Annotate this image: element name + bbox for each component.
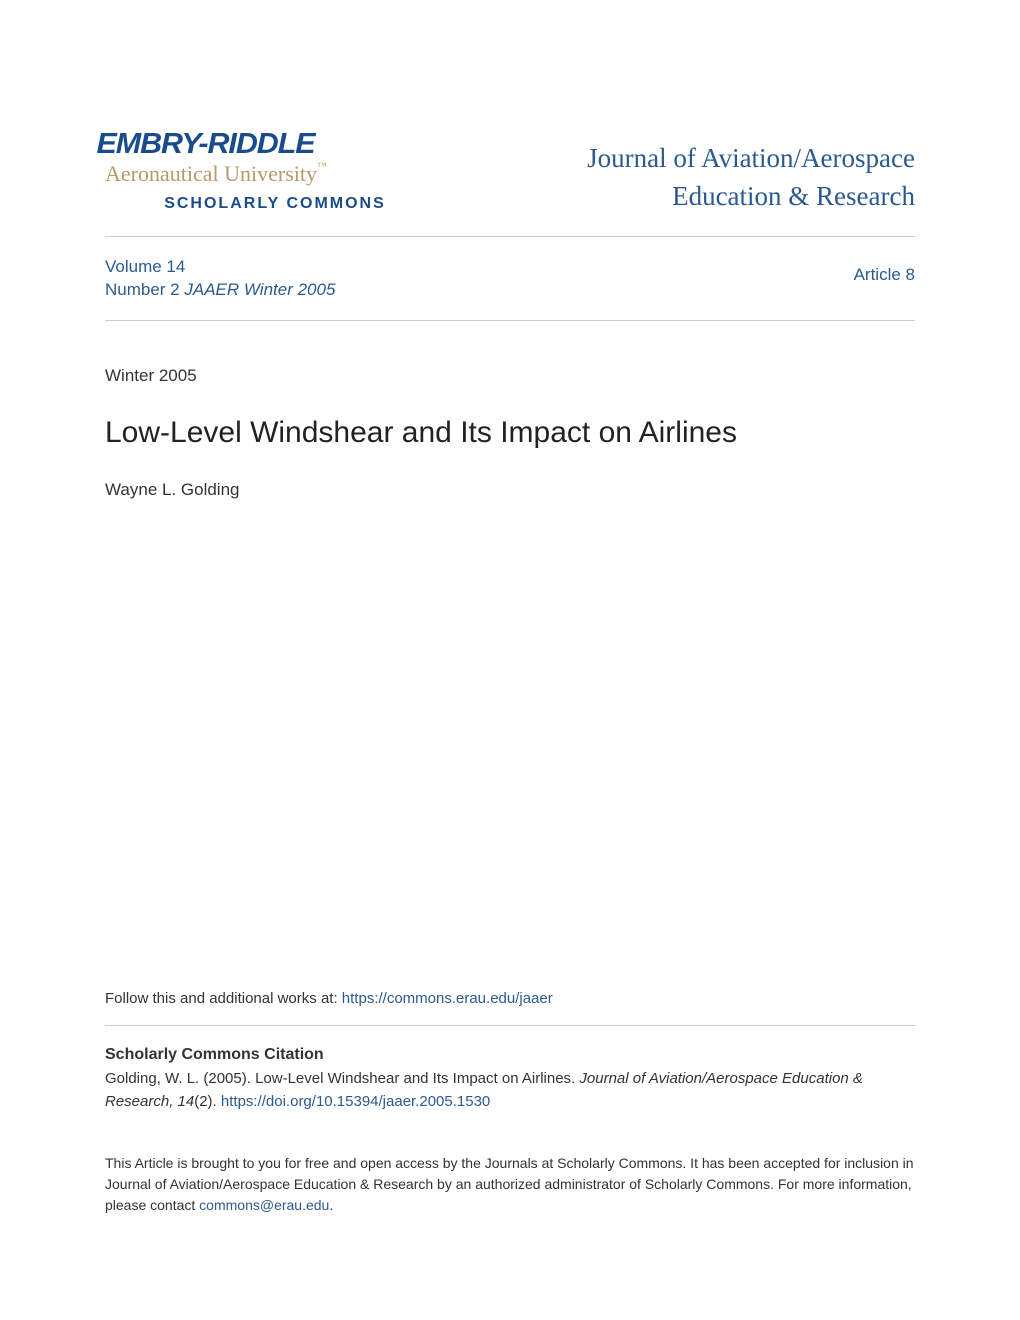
number-link[interactable]: Number 2 (105, 280, 180, 299)
logo-scholarly-text: SCHOLARLY COMMONS (105, 195, 445, 213)
issue-name: JAAER Winter 2005 (184, 280, 335, 299)
doi-link[interactable]: https://doi.org/10.15394/jaaer.2005.1530 (221, 1093, 490, 1110)
divider-follow (105, 1025, 915, 1026)
divider-top (105, 236, 915, 237)
journal-title[interactable]: Journal of Aviation/Aerospace Education … (587, 140, 915, 216)
logo-main-text: EMBRY-RIDDLE (97, 130, 454, 159)
citation-text: Golding, W. L. (2005). Low-Level Windshe… (105, 1068, 915, 1113)
access-statement: This Article is brought to you for free … (105, 1153, 915, 1216)
spacer (105, 500, 915, 990)
logo-sub-text: Aeronautical University™ (105, 161, 445, 187)
institution-logo: EMBRY-RIDDLE Aeronautical University™ SC… (105, 130, 445, 213)
article-number-link[interactable]: Article 8 (854, 265, 915, 284)
divider-volume (105, 320, 915, 321)
publication-date: Winter 2005 (105, 366, 915, 386)
article-title: Low-Level Windshear and Its Impact on Ai… (105, 416, 915, 450)
header-row: EMBRY-RIDDLE Aeronautical University™ SC… (105, 130, 915, 216)
citation-heading: Scholarly Commons Citation (105, 1046, 915, 1064)
article-number: Article 8 (854, 265, 915, 285)
author-name: Wayne L. Golding (105, 480, 915, 500)
follow-text: Follow this and additional works at: htt… (105, 990, 915, 1007)
follow-link[interactable]: https://commons.erau.edu/jaaer (342, 990, 553, 1007)
volume-row: Volume 14 Number 2 JAAER Winter 2005 Art… (105, 255, 915, 303)
volume-block: Volume 14 Number 2 JAAER Winter 2005 (105, 255, 335, 303)
contact-email-link[interactable]: commons@erau.edu (199, 1197, 329, 1213)
volume-link[interactable]: Volume 14 (105, 257, 185, 276)
journal-title-link[interactable]: Journal of Aviation/Aerospace Education … (587, 143, 915, 211)
